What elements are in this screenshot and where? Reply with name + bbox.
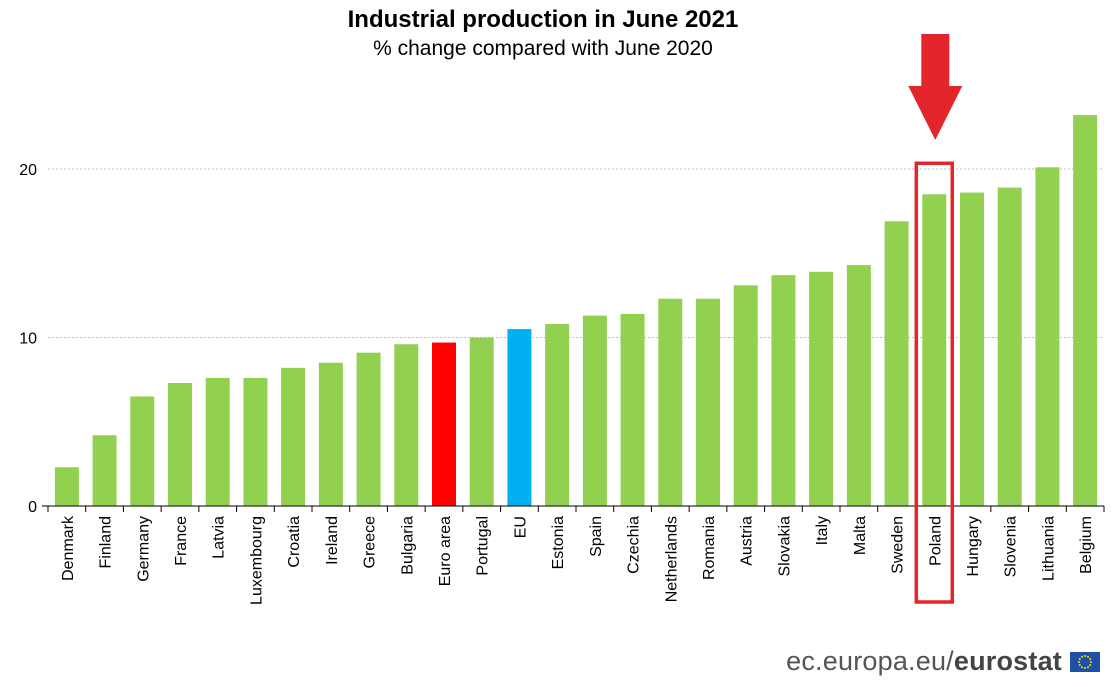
x-tick-label: Czechia	[626, 516, 643, 574]
x-tick-label: Denmark	[60, 515, 77, 581]
bar-romania	[696, 298, 720, 506]
x-tick-label: Austria	[739, 516, 756, 566]
bar-sweden	[884, 221, 909, 507]
y-tick-label: 0	[28, 499, 37, 516]
x-tick-label: Sweden	[890, 516, 907, 574]
bar-germany	[130, 396, 155, 506]
x-tick-label: Poland	[927, 516, 944, 566]
chart-subtitle: % change compared with June 2020	[373, 37, 713, 60]
x-tick-label: Bulgaria	[399, 516, 416, 575]
bar-hungary	[960, 192, 984, 506]
bar-estonia	[545, 324, 570, 506]
highlight-box	[914, 161, 955, 604]
bar-ireland	[318, 362, 343, 506]
bar-malta	[846, 265, 871, 506]
bar-slovenia	[997, 187, 1022, 506]
x-tick-label: Hungary	[965, 516, 982, 576]
x-tick-label: Spain	[588, 516, 605, 557]
bar-italy	[809, 271, 834, 506]
x-tick-label: France	[173, 516, 190, 566]
x-tick-label: Ireland	[324, 516, 341, 565]
down-arrow-icon	[908, 34, 963, 140]
x-tick-label: Greece	[362, 516, 379, 569]
x-tick-label: Belgium	[1078, 516, 1095, 574]
x-tick-label: Lithuania	[1040, 516, 1057, 581]
footer-brand: eurostat	[953, 646, 1062, 676]
footer: ec.europa.eu/eurostat	[786, 646, 1100, 677]
x-tick-label: Finland	[98, 516, 115, 568]
eu-flag-icon	[1070, 651, 1100, 672]
footer-source: ec.europa.eu/eurostat	[786, 646, 1062, 677]
x-tick-label: EU	[512, 516, 529, 538]
bar-czechia	[620, 313, 645, 506]
x-tick-label: Malta	[852, 516, 869, 555]
x-tick-label: Germany	[135, 516, 152, 582]
x-tick-label: Portugal	[475, 516, 492, 576]
bar-greece	[356, 352, 381, 506]
bar-eu	[507, 329, 532, 506]
bar-lithuania	[1035, 167, 1060, 506]
bar-croatia	[281, 367, 306, 506]
bar-france	[168, 382, 192, 506]
bar-euro-area	[432, 342, 456, 506]
bar-finland	[92, 435, 117, 506]
x-tick-label: Croatia	[286, 516, 303, 568]
chart-title: Industrial production in June 2021	[347, 6, 739, 33]
bar-portugal	[469, 337, 494, 506]
bar-austria	[733, 285, 758, 506]
bar-luxembourg	[243, 377, 268, 506]
bar-poland	[922, 194, 947, 506]
bar-netherlands	[658, 298, 683, 506]
bar-latvia	[205, 377, 230, 506]
footer-site: ec.europa.eu/	[786, 646, 954, 676]
x-tick-label: Latvia	[211, 516, 228, 559]
x-tick-label: Italy	[814, 516, 831, 545]
bar-bulgaria	[394, 344, 419, 506]
x-tick-label: Slovakia	[776, 516, 793, 577]
bar-belgium	[1073, 115, 1098, 506]
x-tick-label: Luxembourg	[248, 516, 265, 605]
bar-spain	[582, 315, 607, 506]
x-tick-label: Slovenia	[1003, 516, 1020, 577]
x-tick-label: Estonia	[550, 516, 567, 569]
bar-slovakia	[771, 275, 796, 506]
x-tick-label: Euro area	[437, 516, 454, 586]
y-tick-label: 20	[19, 162, 37, 179]
x-tick-label: Netherlands	[663, 516, 680, 602]
y-tick-label: 10	[19, 331, 37, 348]
x-tick-label: Romania	[701, 516, 718, 580]
bar-denmark	[54, 467, 79, 506]
